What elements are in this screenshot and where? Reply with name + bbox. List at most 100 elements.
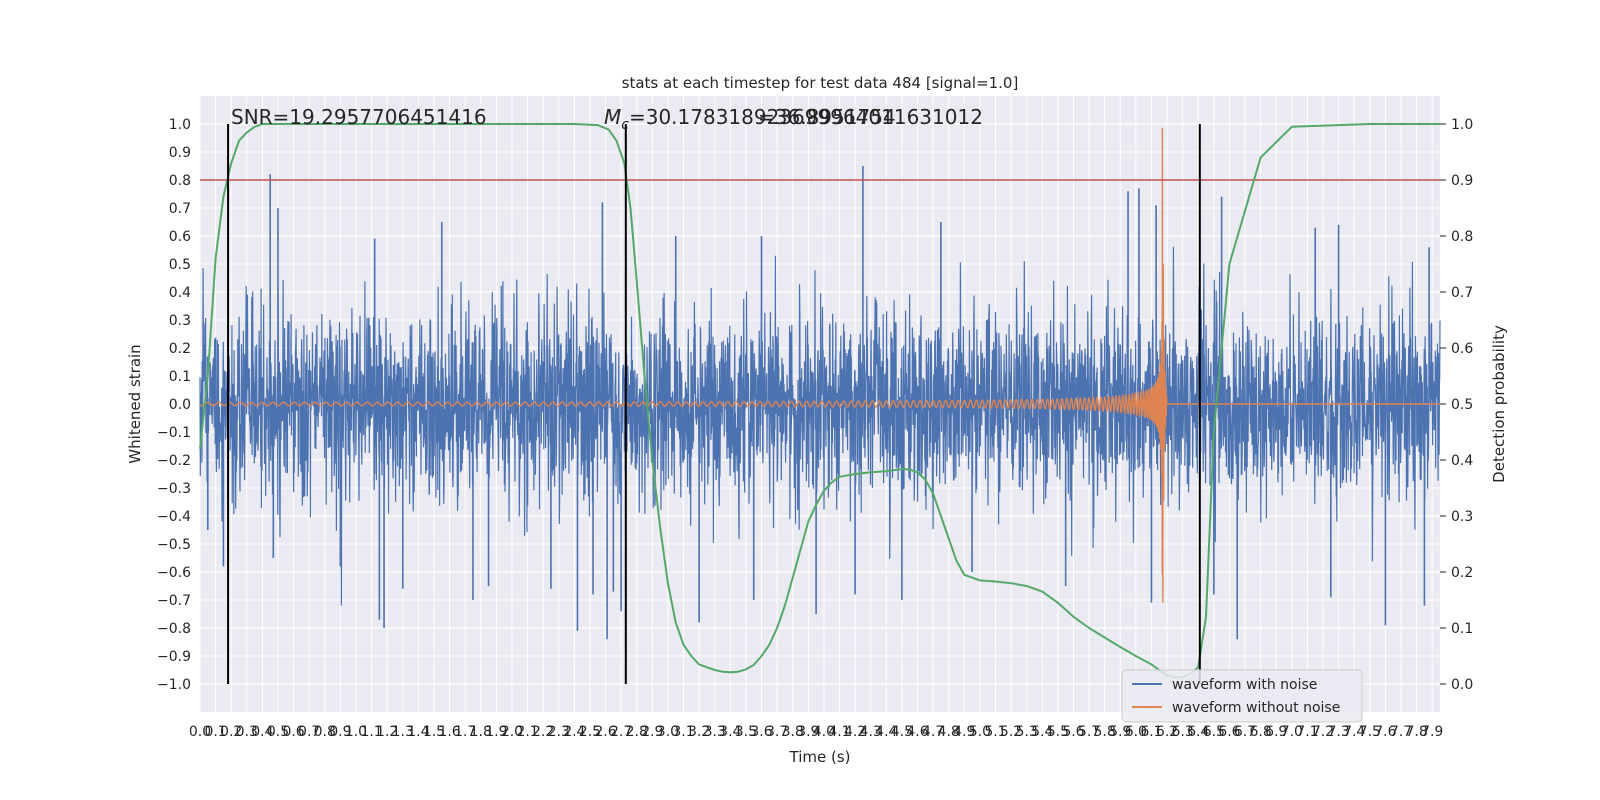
chirp-trace bbox=[199, 128, 1440, 603]
x-tick-label: 6.4 bbox=[1187, 724, 1209, 740]
x-tick-label: 6.0 bbox=[1125, 724, 1147, 740]
x-tick-label: 2.1 bbox=[516, 724, 538, 740]
x-tick-label: 2.4 bbox=[563, 724, 585, 740]
y2-tick-label: 0.5 bbox=[1451, 397, 1473, 413]
y2-tick-label: 0.7 bbox=[1451, 285, 1473, 301]
x-tick-label: 6.8 bbox=[1249, 724, 1271, 740]
legend-label-waveform-with-noise: waveform with noise bbox=[1172, 677, 1317, 693]
y-tick-label: −0.8 bbox=[157, 621, 191, 637]
x-tick-label: 7.1 bbox=[1296, 724, 1318, 740]
x-tick-label: 4.3 bbox=[860, 724, 882, 740]
y-axis-title: Whitened strain bbox=[126, 344, 144, 463]
x-tick-label: 1.4 bbox=[407, 724, 429, 740]
x-tick-label: 4.0 bbox=[813, 724, 835, 740]
x-tick-label: 2.0 bbox=[501, 724, 523, 740]
y-tick-label: 0.9 bbox=[169, 145, 191, 161]
x-tick-label: 2.8 bbox=[626, 724, 648, 740]
x-tick-label: 5.3 bbox=[1016, 724, 1038, 740]
y2-axis-title: Detection probability bbox=[1490, 325, 1508, 483]
x-tick-label: 1.6 bbox=[438, 724, 460, 740]
chirp-mass-annotation: Mc=30.178318923699964011631012 bbox=[604, 105, 983, 133]
noise-trace bbox=[199, 246, 1441, 606]
chirp-mass-subscript: c bbox=[621, 117, 629, 133]
legend: waveform with noise waveform without noi… bbox=[1121, 669, 1363, 723]
x-tick-label: 7.9 bbox=[1421, 724, 1443, 740]
x-tick-label: 2.5 bbox=[579, 724, 601, 740]
y-tick-label: 1.0 bbox=[169, 117, 191, 133]
y2-tick-label: 1.0 bbox=[1451, 117, 1473, 133]
y-tick-label: −0.1 bbox=[157, 425, 191, 441]
y-tick-label: −1.0 bbox=[157, 677, 191, 693]
x-tick-label: 0.1 bbox=[204, 724, 226, 740]
x-tick-label: 3.8 bbox=[782, 724, 804, 740]
x-tick-label: 0.2 bbox=[220, 724, 242, 740]
x-tick-label: 5.1 bbox=[984, 724, 1006, 740]
x-tick-label: 1.1 bbox=[360, 724, 382, 740]
x-tick-label: 0.4 bbox=[251, 724, 273, 740]
x-tick-label: 2.2 bbox=[532, 724, 554, 740]
y-tick-label: −0.6 bbox=[157, 565, 191, 581]
x-tick-label: 4.9 bbox=[953, 724, 975, 740]
x-tick-label: 3.1 bbox=[672, 724, 694, 740]
x-tick-label: 0.3 bbox=[236, 724, 258, 740]
x-tick-label: 7.0 bbox=[1281, 724, 1303, 740]
x-tick-label: 4.2 bbox=[844, 724, 866, 740]
x-axis-title: Time (s) bbox=[789, 748, 851, 766]
x-tick-label: 7.7 bbox=[1390, 724, 1412, 740]
x-tick-label: 4.7 bbox=[922, 724, 944, 740]
x-tick-label: 5.0 bbox=[969, 724, 991, 740]
x-tick-label: 5.4 bbox=[1031, 724, 1053, 740]
x-tick-label: 0.0 bbox=[189, 724, 211, 740]
x-tick-label: 5.8 bbox=[1094, 724, 1116, 740]
x-tick-label: 2.3 bbox=[548, 724, 570, 740]
y-tick-label: 0.7 bbox=[169, 201, 191, 217]
y-tick-label: 0.4 bbox=[169, 285, 191, 301]
probability-trace bbox=[199, 123, 1440, 679]
x-tick-label: 0.5 bbox=[267, 724, 289, 740]
x-tick-label: 6.7 bbox=[1234, 724, 1256, 740]
y-tick-label: −0.5 bbox=[157, 537, 191, 553]
y-tick-label: 0.8 bbox=[169, 173, 191, 189]
y-tick-label: −0.7 bbox=[157, 593, 191, 609]
x-tick-label: 3.4 bbox=[719, 724, 741, 740]
y2-tick-label: 0.0 bbox=[1451, 677, 1473, 693]
x-tick-label: 6.2 bbox=[1156, 724, 1178, 740]
y2-tick-label: 0.6 bbox=[1451, 341, 1473, 357]
y-axis-right: 0.0 0.1 0.2 0.3 0.4 0.5 0.6 0.7 0.8 0.9 1.0 bbox=[1440, 117, 1473, 693]
series-waveform-with-noise bbox=[199, 166, 1441, 640]
y-tick-label: −0.4 bbox=[157, 509, 191, 525]
x-tick-label: 6.5 bbox=[1203, 724, 1225, 740]
x-tick-label: 5.6 bbox=[1062, 724, 1084, 740]
x-tick-label: 1.3 bbox=[392, 724, 414, 740]
y2-tick-label: 0.2 bbox=[1451, 565, 1473, 581]
legend-label-waveform-without-noise: waveform without noise bbox=[1172, 700, 1340, 716]
chirp-mass-symbol: M bbox=[604, 105, 621, 129]
x-tick-label: 7.4 bbox=[1343, 724, 1365, 740]
y-tick-label: 0.3 bbox=[169, 313, 191, 329]
x-tick-label: 3.5 bbox=[735, 724, 757, 740]
x-tick-label: 7.8 bbox=[1405, 724, 1427, 740]
x-tick-label: 0.6 bbox=[282, 724, 304, 740]
x-tick-label: 5.2 bbox=[1000, 724, 1022, 740]
x-tick-label: 7.5 bbox=[1359, 724, 1381, 740]
x-tick-label: 3.9 bbox=[797, 724, 819, 740]
x-tick-label: 2.7 bbox=[610, 724, 632, 740]
series-waveform-without-noise bbox=[199, 128, 1440, 603]
x-tick-label: 5.9 bbox=[1109, 724, 1131, 740]
x-tick-label: 1.7 bbox=[454, 724, 476, 740]
chirp-mass-value: =30.178318923699964011631012 bbox=[629, 105, 983, 129]
x-tick-label: 7.3 bbox=[1327, 724, 1349, 740]
x-tick-label: 4.8 bbox=[938, 724, 960, 740]
x-axis: 0.00.10.20.30.40.50.60.70.80.91.01.11.21… bbox=[189, 724, 1443, 740]
y-tick-label: 0.1 bbox=[169, 369, 191, 385]
x-tick-label: 7.2 bbox=[1312, 724, 1334, 740]
series-detection-probability bbox=[199, 123, 1440, 679]
y-tick-label: −0.9 bbox=[157, 649, 191, 665]
x-tick-label: 4.4 bbox=[875, 724, 897, 740]
x-tick-label: 2.6 bbox=[594, 724, 616, 740]
y2-tick-label: 0.4 bbox=[1451, 453, 1473, 469]
y2-tick-label: 0.3 bbox=[1451, 509, 1473, 525]
y2-tick-label: 0.9 bbox=[1451, 173, 1473, 189]
y-tick-label: 0.2 bbox=[169, 341, 191, 357]
